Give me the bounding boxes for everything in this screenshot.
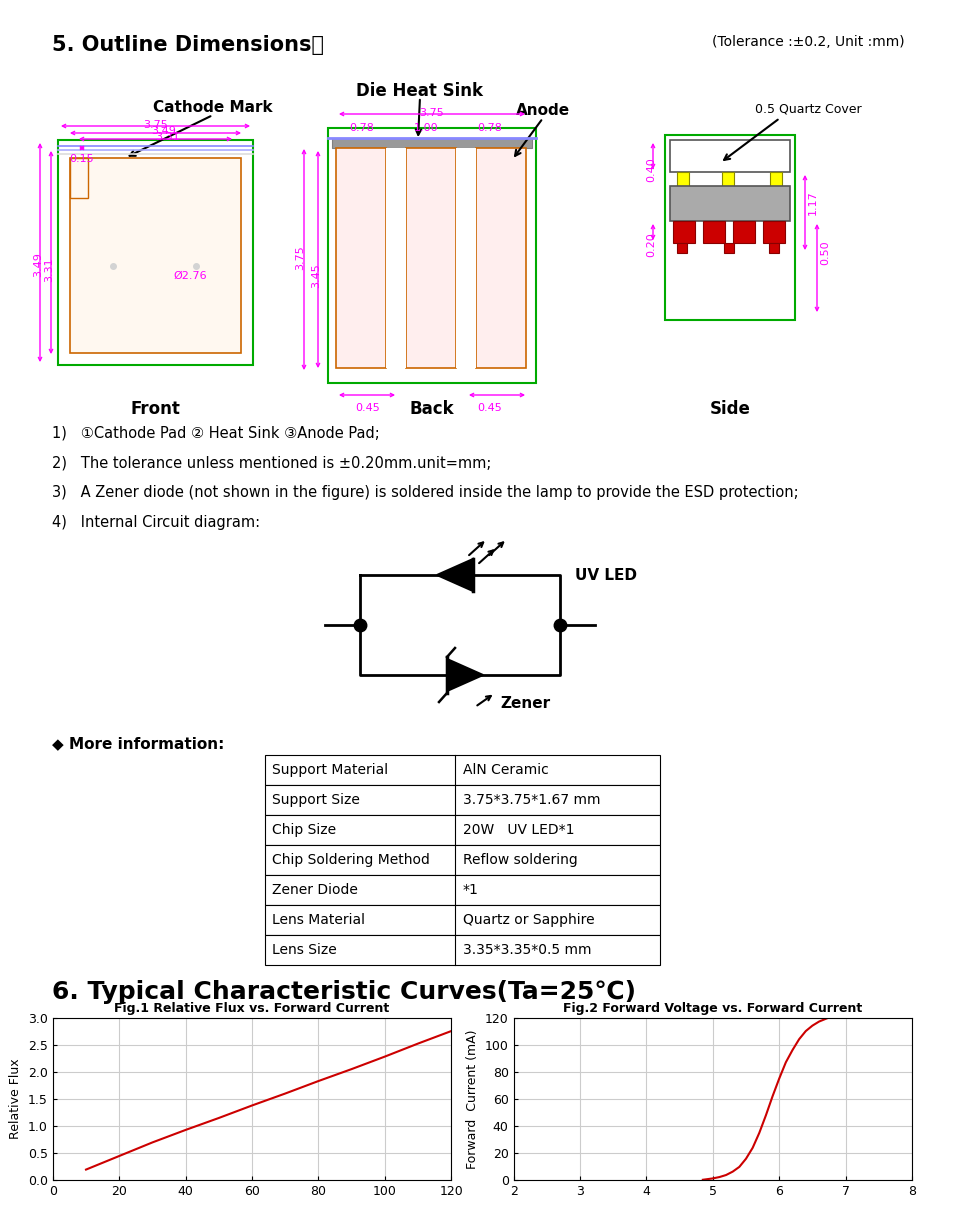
Text: Front: Front	[131, 400, 180, 418]
Text: 0.45: 0.45	[478, 403, 502, 413]
Circle shape	[496, 203, 506, 212]
Text: Support Size: Support Size	[272, 793, 360, 807]
Text: Ø2.76: Ø2.76	[174, 272, 207, 281]
Text: 0.45: 0.45	[355, 403, 380, 413]
Text: Die Heat Sink: Die Heat Sink	[356, 82, 484, 100]
Bar	[670, 186, 790, 221]
Bar	[265, 845, 660, 875]
Text: 20W   UV LED*1: 20W UV LED*1	[463, 823, 574, 836]
Text: 3.49: 3.49	[151, 126, 176, 136]
Bar	[722, 173, 734, 186]
Text: 0.40: 0.40	[646, 157, 656, 182]
Bar	[724, 243, 734, 253]
Text: Reflow soldering: Reflow soldering	[463, 853, 578, 867]
Text: (Tolerance :±0.2, Unit :mm): (Tolerance :±0.2, Unit :mm)	[712, 35, 905, 49]
Bar	[328, 128, 536, 383]
Bar	[332, 138, 532, 148]
Bar	[336, 148, 386, 368]
Text: Quartz or Sapphire: Quartz or Sapphire	[463, 912, 594, 927]
Bar	[673, 221, 695, 243]
Text: Back: Back	[410, 400, 454, 418]
Text: Side: Side	[709, 400, 751, 418]
Bar	[265, 935, 660, 966]
Bar	[265, 756, 660, 785]
Bar	[265, 905, 660, 935]
Circle shape	[496, 308, 506, 317]
Bar	[265, 875, 660, 905]
Bar	[386, 148, 406, 368]
Text: ◆ More information:: ◆ More information:	[52, 736, 225, 751]
Text: 0.5 Quartz Cover: 0.5 Quartz Cover	[755, 103, 862, 116]
Bar	[265, 815, 660, 845]
Text: 3.75: 3.75	[420, 107, 444, 118]
Bar	[703, 221, 725, 243]
Y-axis label: Relative Flux: Relative Flux	[10, 1059, 22, 1139]
Text: 0.20: 0.20	[646, 232, 656, 257]
Bar	[70, 158, 241, 352]
Title: Fig.1 Relative Flux vs. Forward Current: Fig.1 Relative Flux vs. Forward Current	[114, 1002, 390, 1015]
Text: 1.17: 1.17	[808, 191, 818, 215]
Text: 3.75*3.75*1.67 mm: 3.75*3.75*1.67 mm	[463, 793, 601, 807]
Text: 0.15: 0.15	[70, 154, 94, 164]
Text: 1.00: 1.00	[414, 123, 439, 133]
Bar	[406, 148, 456, 368]
Text: 3)   A Zener diode (not shown in the figure) is soldered inside the lamp to prov: 3) A Zener diode (not shown in the figur…	[52, 485, 799, 500]
Bar	[456, 148, 476, 368]
Bar	[770, 173, 782, 186]
Circle shape	[426, 203, 436, 212]
Text: 0.78: 0.78	[349, 123, 374, 133]
Text: 3.31: 3.31	[44, 257, 54, 282]
Text: 3.75: 3.75	[295, 245, 305, 270]
Text: 3.31: 3.31	[156, 132, 180, 142]
Bar	[70, 158, 88, 198]
Polygon shape	[437, 559, 473, 591]
Text: 2)   The tolerance unless mentioned is ±0.20mm.unit=mm;: 2) The tolerance unless mentioned is ±0.…	[52, 455, 492, 470]
Text: 3.49: 3.49	[33, 252, 43, 278]
Text: Chip Soldering Method: Chip Soldering Method	[272, 853, 430, 867]
Bar	[769, 243, 779, 253]
Text: 0.50: 0.50	[820, 240, 830, 266]
Circle shape	[426, 308, 436, 317]
Bar	[677, 243, 687, 253]
Text: 3.45: 3.45	[311, 263, 321, 288]
Circle shape	[356, 203, 366, 212]
Bar	[733, 221, 755, 243]
Text: Chip Size: Chip Size	[272, 823, 336, 836]
Text: Anode: Anode	[516, 103, 570, 118]
Bar	[665, 135, 795, 320]
Text: UV LED: UV LED	[575, 567, 637, 583]
Title: Fig.2 Forward Voltage vs. Forward Current: Fig.2 Forward Voltage vs. Forward Curren…	[564, 1002, 862, 1015]
Text: *1: *1	[463, 884, 479, 897]
Text: 6. Typical Characteristic Curves(Ta=25℃): 6. Typical Characteristic Curves(Ta=25℃)	[52, 980, 636, 1004]
Bar	[677, 173, 689, 186]
Bar	[58, 140, 253, 365]
Text: AlN Ceramic: AlN Ceramic	[463, 763, 549, 777]
Bar	[763, 221, 785, 243]
Y-axis label: Forward  Current (mA): Forward Current (mA)	[467, 1030, 479, 1168]
Text: 0.78: 0.78	[477, 123, 502, 133]
Bar	[476, 148, 526, 368]
Text: 4)   Internal Circuit diagram:: 4) Internal Circuit diagram:	[52, 515, 260, 530]
Text: 5. Outline Dimensions：: 5. Outline Dimensions：	[52, 35, 324, 56]
Circle shape	[356, 308, 366, 317]
Text: 3.35*3.35*0.5 mm: 3.35*3.35*0.5 mm	[463, 943, 591, 957]
Polygon shape	[447, 659, 483, 690]
Bar	[265, 785, 660, 815]
Text: 3.75: 3.75	[143, 119, 168, 130]
Text: Zener: Zener	[500, 695, 550, 711]
Bar	[670, 140, 790, 173]
Text: Lens Material: Lens Material	[272, 912, 365, 927]
Text: Zener Diode: Zener Diode	[272, 884, 358, 897]
Text: Lens Size: Lens Size	[272, 943, 337, 957]
Text: Support Material: Support Material	[272, 763, 388, 777]
Text: 1)   ①Cathode Pad ② Heat Sink ③Anode Pad;: 1) ①Cathode Pad ② Heat Sink ③Anode Pad;	[52, 425, 380, 441]
Text: Cathode Mark: Cathode Mark	[154, 100, 273, 115]
